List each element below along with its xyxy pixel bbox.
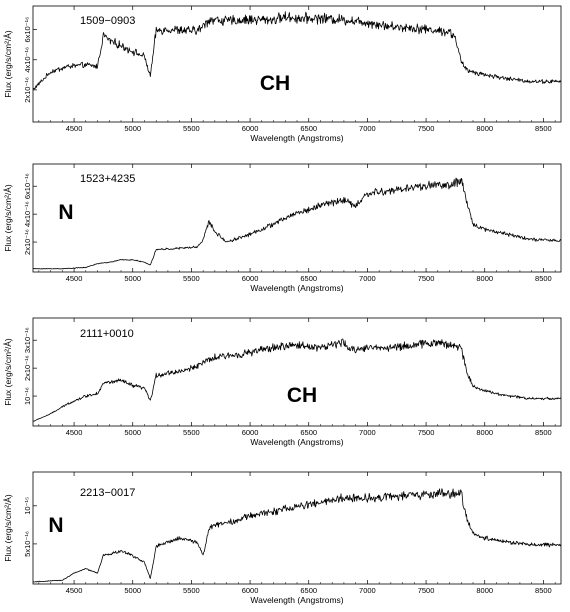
y-tick-label: 4x10⁻¹⁶ (23, 47, 32, 73)
x-tick-label: 7500 (418, 428, 435, 437)
x-tick-label: 7000 (359, 586, 376, 595)
x-tick-label: 6000 (242, 274, 259, 283)
spectrum-panel: 4500 5000 5500 6000 6500 7000 7500 8000 8500 2x10… (3, 163, 562, 293)
x-tick-label: 8000 (476, 586, 493, 595)
x-tick-label: 5000 (124, 274, 141, 283)
y-axis-title: Flux (erg/s/cm²/Å) (3, 30, 13, 98)
x-tick-label: 8000 (476, 428, 493, 437)
star-id-label: 2213−0017 (80, 487, 135, 499)
y-tick-label: 5x10⁻¹⁶ (23, 531, 32, 557)
x-tick-label: 5000 (124, 586, 141, 595)
x-tick-label: 8000 (476, 274, 493, 283)
x-tick-label: 8500 (535, 428, 552, 437)
spectrum-panel: 4500 5000 5500 6000 6500 7000 7500 8000 8500 5x10… (3, 471, 562, 605)
y-tick-label: 3x10⁻¹⁶ (23, 327, 32, 353)
x-tick-label: 6500 (300, 274, 317, 283)
x-tick-label: 5500 (183, 586, 200, 595)
y-axis-title: Flux (erg/s/cm²/Å) (3, 338, 13, 406)
y-tick-label: 2x10⁻¹⁶ (23, 77, 32, 103)
x-tick-label: 8500 (535, 586, 552, 595)
spectrum-line (32, 338, 562, 422)
x-tick-label: 4500 (66, 274, 83, 283)
spectrum-line (32, 488, 562, 583)
carbon-class-label: N (58, 201, 73, 224)
x-tick-label: 5500 (183, 428, 200, 437)
x-tick-label: 4500 (66, 428, 83, 437)
y-tick-label: 2x10⁻¹⁶ (23, 229, 32, 255)
x-tick-label: 8500 (535, 274, 552, 283)
x-tick-label: 6000 (242, 124, 259, 133)
x-tick-label: 4500 (66, 586, 83, 595)
star-id-label: 1509−0903 (80, 15, 135, 27)
x-tick-label: 8000 (476, 124, 493, 133)
spectrum-panel: 4500 5000 5500 6000 6500 7000 7500 8000 8500 2x10… (3, 5, 562, 143)
x-tick-label: 7000 (359, 274, 376, 283)
x-tick-label: 4500 (66, 124, 83, 133)
star-id-label: 2111+0010 (80, 328, 134, 340)
y-tick-label: 6x10⁻¹⁶ (23, 17, 32, 43)
y-tick-label: 6x10⁻¹⁶ (23, 173, 32, 199)
x-tick-label: 5000 (124, 428, 141, 437)
x-tick-label: 6500 (300, 124, 317, 133)
y-tick-label: 10⁻¹⁵ (23, 497, 32, 515)
x-tick-label: 7000 (359, 428, 376, 437)
spectrum-line (32, 11, 562, 90)
x-axis-title: Wavelength (Angstroms) (250, 283, 343, 293)
x-axis-title: Wavelength (Angstroms) (250, 437, 343, 447)
y-tick-label: 4x10⁻¹⁶ (23, 201, 32, 227)
x-tick-label: 7500 (418, 274, 435, 283)
carbon-class-label: CH (260, 72, 290, 95)
x-tick-label: 5500 (183, 274, 200, 283)
spectrum-panel: 4500 5000 5500 6000 6500 7000 7500 8000 8500 10⁻¹… (3, 317, 562, 447)
y-tick-label: 10⁻¹⁶ (23, 387, 32, 405)
x-tick-label: 6000 (242, 586, 259, 595)
carbon-class-label: N (48, 514, 63, 537)
x-tick-label: 5500 (183, 124, 200, 133)
x-tick-label: 6500 (300, 586, 317, 595)
spectrum-line (32, 177, 562, 270)
y-axis-title: Flux (erg/s/cm²/Å) (3, 494, 13, 562)
x-tick-label: 7000 (359, 124, 376, 133)
star-id-label: 1523+4235 (80, 173, 135, 185)
x-tick-label: 7500 (418, 586, 435, 595)
x-tick-label: 8500 (535, 124, 552, 133)
x-axis-title: Wavelength (Angstroms) (250, 595, 343, 605)
x-tick-label: 5000 (124, 124, 141, 133)
x-tick-label: 6000 (242, 428, 259, 437)
x-axis-title: Wavelength (Angstroms) (250, 133, 343, 143)
x-tick-label: 6500 (300, 428, 317, 437)
y-axis-title: Flux (erg/s/cm²/Å) (3, 184, 13, 252)
y-tick-label: 2x10⁻¹⁶ (23, 355, 32, 381)
carbon-class-label: CH (287, 384, 317, 407)
x-tick-label: 7500 (418, 124, 435, 133)
